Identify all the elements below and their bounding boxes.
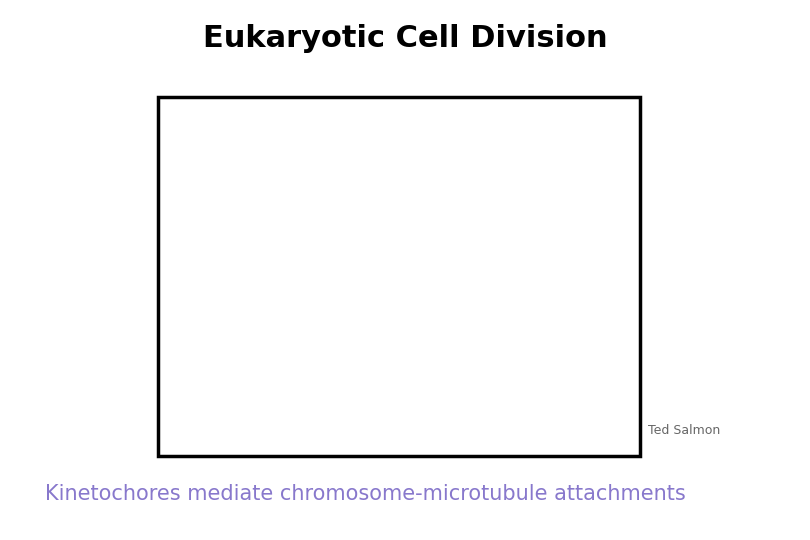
Text: Eukaryotic Cell Division: Eukaryotic Cell Division <box>202 24 608 53</box>
Text: Ted Salmon: Ted Salmon <box>648 424 720 437</box>
Bar <box>158 97 640 456</box>
Text: Kinetochores mediate chromosome-microtubule attachments: Kinetochores mediate chromosome-microtub… <box>45 484 685 504</box>
